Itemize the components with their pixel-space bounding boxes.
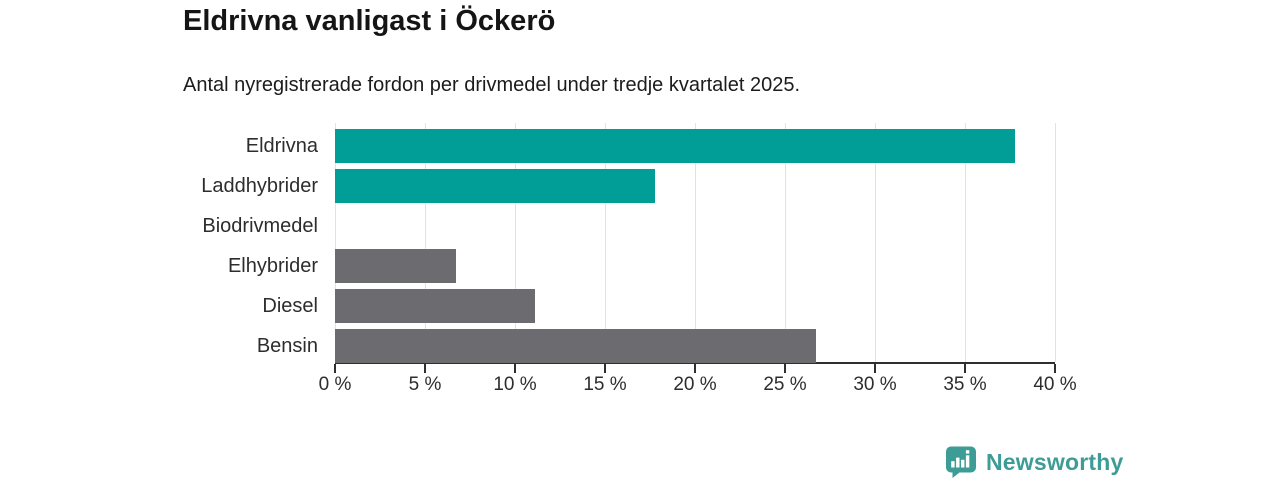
gridline: [1054, 123, 1056, 362]
axis-tick: [1054, 364, 1056, 373]
bar-row: [335, 169, 1055, 203]
axis-tick: [334, 364, 336, 373]
newsworthy-logo-icon: [946, 446, 976, 478]
axis-tick: [874, 364, 876, 373]
x-tick-label: 5 %: [408, 374, 442, 395]
bar-row: [335, 329, 1055, 363]
x-tick-label: 40 %: [1033, 374, 1077, 395]
newsworthy-logo: Newsworthy: [944, 445, 1123, 479]
category-label: Bensin: [256, 335, 318, 357]
axis-tick: [784, 364, 786, 373]
chart-title: Eldrivna vanligast i Öckerö: [183, 5, 556, 37]
gridline: [334, 123, 336, 362]
bar-laddhybrider: [335, 169, 656, 203]
plot-area: [334, 123, 1056, 364]
bar-row: [335, 129, 1055, 163]
axis-tick: [424, 364, 426, 373]
gridline: [514, 123, 516, 362]
axis-tick: [964, 364, 966, 373]
category-label: Eldrivna: [245, 135, 318, 157]
category-label: Laddhybrider: [201, 175, 318, 197]
bar-row: [335, 249, 1055, 283]
gridline: [964, 123, 966, 362]
x-tick-label: 25 %: [763, 374, 807, 395]
chart-subtitle: Antal nyregistrerade fordon per drivmede…: [183, 74, 801, 96]
bar-eldrivna: [335, 129, 1016, 163]
bar-row: [335, 209, 1055, 243]
axis-tick: [514, 364, 516, 373]
x-tick-label: 30 %: [853, 374, 897, 395]
gridline: [784, 123, 786, 362]
newsworthy-logo-text: Newsworthy: [986, 448, 1124, 475]
bar-bensin: [335, 329, 816, 363]
gridline: [424, 123, 426, 362]
x-tick-label: 35 %: [943, 374, 987, 395]
category-label: Diesel: [262, 295, 318, 317]
category-label: Elhybrider: [227, 255, 318, 277]
bar-elhybrider: [335, 249, 456, 283]
gridline: [874, 123, 876, 362]
axis-tick: [694, 364, 696, 373]
axis-tick: [604, 364, 606, 373]
gridline: [694, 123, 696, 362]
category-label: Biodrivmedel: [202, 215, 318, 237]
bar-row: [335, 289, 1055, 323]
x-tick-label: 20 %: [673, 374, 717, 395]
gridline: [604, 123, 606, 362]
x-tick-label: 15 %: [583, 374, 627, 395]
x-tick-label: 10 %: [493, 374, 537, 395]
bar-diesel: [335, 289, 535, 323]
x-tick-label: 0 %: [318, 374, 352, 395]
